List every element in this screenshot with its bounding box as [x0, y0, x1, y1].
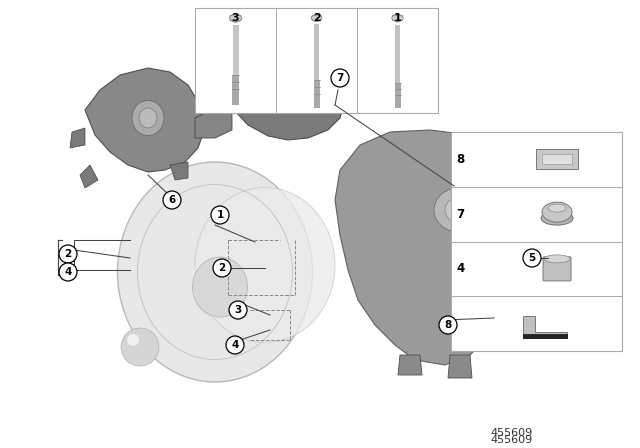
Text: 2: 2 — [65, 249, 72, 259]
Circle shape — [163, 191, 181, 209]
FancyBboxPatch shape — [395, 25, 400, 108]
Circle shape — [331, 69, 349, 87]
Polygon shape — [488, 185, 548, 330]
Ellipse shape — [541, 211, 573, 225]
Circle shape — [59, 245, 77, 263]
Text: 4: 4 — [64, 267, 72, 277]
FancyBboxPatch shape — [195, 8, 438, 113]
Text: 7: 7 — [456, 207, 464, 220]
Circle shape — [59, 263, 77, 281]
Ellipse shape — [229, 15, 242, 21]
Ellipse shape — [121, 328, 159, 366]
FancyBboxPatch shape — [314, 24, 319, 108]
Text: 4: 4 — [456, 263, 464, 276]
Ellipse shape — [434, 188, 486, 233]
Text: 8: 8 — [444, 320, 452, 330]
FancyBboxPatch shape — [232, 75, 239, 105]
Ellipse shape — [445, 197, 475, 223]
Polygon shape — [335, 130, 520, 365]
Polygon shape — [523, 334, 567, 338]
Ellipse shape — [511, 216, 533, 264]
Polygon shape — [523, 316, 567, 338]
FancyBboxPatch shape — [543, 257, 571, 281]
Ellipse shape — [139, 108, 157, 128]
Ellipse shape — [542, 202, 572, 222]
Polygon shape — [195, 108, 232, 138]
Polygon shape — [398, 355, 422, 375]
Circle shape — [523, 249, 541, 267]
Polygon shape — [392, 14, 403, 22]
Ellipse shape — [118, 162, 312, 382]
Text: 8: 8 — [456, 153, 464, 166]
Polygon shape — [448, 355, 472, 378]
Text: 5: 5 — [529, 253, 536, 263]
Text: 2: 2 — [312, 13, 321, 23]
Polygon shape — [70, 128, 85, 148]
FancyBboxPatch shape — [451, 132, 622, 351]
Circle shape — [229, 301, 247, 319]
Text: 7: 7 — [336, 73, 344, 83]
Ellipse shape — [132, 100, 164, 135]
Ellipse shape — [463, 167, 493, 189]
Polygon shape — [230, 13, 241, 22]
Polygon shape — [312, 14, 321, 22]
Polygon shape — [80, 165, 98, 188]
Text: 3: 3 — [232, 13, 239, 23]
Ellipse shape — [193, 257, 248, 317]
Circle shape — [211, 206, 229, 224]
Ellipse shape — [392, 15, 403, 21]
FancyBboxPatch shape — [232, 25, 239, 105]
FancyBboxPatch shape — [394, 83, 401, 108]
Ellipse shape — [311, 15, 322, 21]
Polygon shape — [170, 162, 188, 180]
Ellipse shape — [127, 334, 139, 346]
Polygon shape — [215, 58, 345, 140]
FancyBboxPatch shape — [536, 149, 578, 169]
Circle shape — [213, 259, 231, 277]
Text: 6: 6 — [168, 195, 175, 205]
Text: 4: 4 — [231, 340, 239, 350]
Ellipse shape — [544, 255, 570, 263]
Text: 455609: 455609 — [491, 428, 533, 438]
Polygon shape — [85, 68, 205, 172]
Ellipse shape — [548, 204, 566, 212]
Text: 3: 3 — [234, 305, 242, 315]
Text: 1: 1 — [394, 13, 401, 23]
FancyBboxPatch shape — [542, 155, 572, 164]
Circle shape — [439, 316, 457, 334]
FancyBboxPatch shape — [314, 80, 319, 108]
Ellipse shape — [195, 188, 335, 343]
Text: 455609: 455609 — [491, 435, 533, 445]
Text: 1: 1 — [216, 210, 223, 220]
Text: 2: 2 — [218, 263, 226, 273]
Circle shape — [226, 336, 244, 354]
